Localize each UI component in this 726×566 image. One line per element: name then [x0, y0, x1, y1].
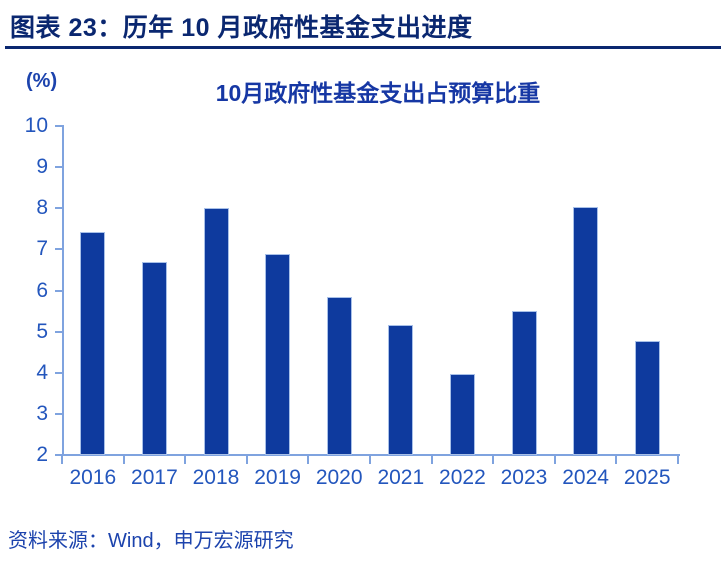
x-tick-label: 2022 [439, 466, 486, 489]
bar-2016 [80, 232, 106, 455]
x-tick-label: 2021 [377, 466, 425, 489]
y-tick-mark [55, 289, 62, 292]
bar-2023 [511, 310, 537, 455]
y-tick-mark [55, 207, 62, 210]
x-tick-label: 2025 [623, 466, 671, 489]
data-source-note: 资料来源：Wind，申万宏源研究 [8, 530, 294, 552]
x-tick-mark [122, 456, 125, 464]
x-tick-label: 2018 [192, 466, 240, 489]
y-tick-label: 6 [36, 278, 48, 302]
y-tick-label: 9 [36, 155, 48, 179]
x-tick-mark [245, 456, 248, 464]
y-tick-label: 10 [24, 114, 48, 137]
y-tick-mark [55, 330, 62, 333]
x-tick-mark [61, 456, 63, 464]
bar-2019 [265, 254, 291, 455]
y-tick-mark [55, 125, 62, 127]
bar-2024 [573, 207, 599, 455]
bar-2022 [449, 374, 475, 455]
y-tick-label: 2 [36, 443, 48, 466]
bar-2018 [203, 207, 229, 455]
x-tick-label: 2020 [315, 466, 363, 489]
y-tick-mark [55, 412, 62, 415]
x-tick-mark [430, 456, 433, 464]
y-tick-label: 3 [36, 401, 48, 425]
y-axis-unit-label: (%) [26, 70, 58, 92]
figure-caption: 图表 23：历年 10 月政府性基金支出进度 [10, 14, 473, 42]
x-tick-mark [553, 456, 556, 464]
y-axis-line [62, 125, 64, 456]
caption-underline [5, 46, 721, 49]
x-tick-mark [677, 456, 679, 464]
bar-2017 [141, 261, 167, 455]
x-tick-mark [492, 456, 495, 464]
y-tick-label: 7 [36, 237, 48, 261]
y-tick-label: 4 [36, 360, 48, 384]
x-tick-mark [369, 456, 371, 464]
bar-2020 [326, 296, 352, 455]
bar-2025 [634, 341, 660, 455]
x-tick-mark [307, 456, 310, 464]
x-tick-label: 2017 [131, 466, 178, 489]
x-tick-mark [184, 456, 187, 464]
x-tick-label: 2023 [500, 466, 548, 489]
chart-title: 10月政府性基金支出占预算比重 [215, 80, 541, 106]
x-tick-label: 2024 [562, 466, 609, 489]
x-axis-line [62, 454, 680, 456]
x-tick-mark [615, 456, 618, 464]
y-tick-label: 5 [36, 319, 48, 343]
y-tick-label: 8 [36, 196, 48, 220]
x-tick-label: 2016 [69, 466, 117, 489]
y-tick-mark [55, 166, 62, 169]
x-tick-label: 2019 [254, 466, 301, 489]
y-tick-mark [55, 371, 62, 374]
y-tick-mark [55, 454, 62, 456]
bar-2021 [388, 325, 414, 455]
y-tick-mark [55, 248, 62, 251]
